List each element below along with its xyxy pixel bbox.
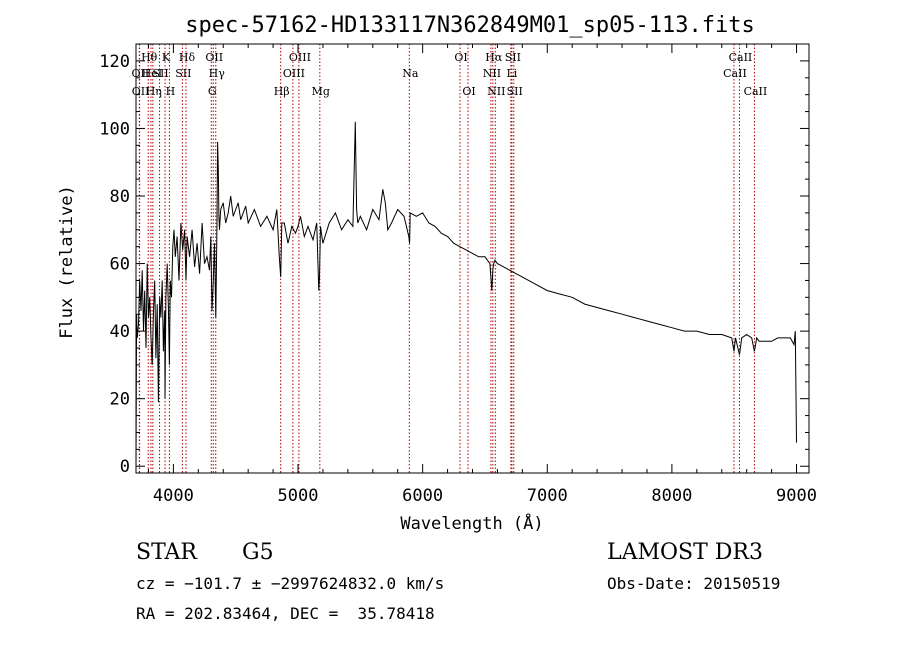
spectrum-line [135,121,797,467]
line-label: OII [205,51,223,64]
y-tick-label: 120 [99,52,130,72]
line-label: Mg [312,85,330,98]
line-label: Li [506,67,517,80]
line-label: CaII [723,67,747,80]
line-label: CaII [729,51,753,64]
line-label: Hα [485,51,503,64]
y-tick-label: 40 [110,322,130,342]
x-tick-label: 7000 [527,486,568,506]
line-label: K [162,51,171,64]
line-label: SII [152,67,168,80]
x-axis: 4000 5000 6000 7000 8000 9000 [147,44,817,506]
line-label: Hβ [274,85,290,98]
line-label: OIII [289,51,311,64]
line-label: Hγ [209,67,226,80]
x-tick-label: 5000 [278,486,319,506]
line-label: SII [175,67,191,80]
y-axis: 0 20 40 60 80 100 120 [99,52,809,477]
line-label: Hθ [141,51,158,64]
x-tick-label: 4000 [153,486,194,506]
line-label: NII [483,67,501,80]
line-label: Hη [146,85,162,98]
x-tick-label: 9000 [776,486,817,506]
line-label: OI [462,85,475,98]
line-label: SII [507,85,523,98]
object-type: STAR [136,540,197,565]
line-label: CaII [744,85,768,98]
line-label: OIII [283,67,305,80]
x-tick-label: 6000 [402,486,443,506]
line-label: H [166,85,176,98]
y-tick-label: 60 [110,255,130,275]
y-tick-label: 80 [110,187,130,207]
y-tick-label: 100 [99,119,130,139]
line-label: HeI [142,67,162,80]
line-label: OI [454,51,467,64]
y-tick-label: 0 [120,457,130,477]
line-labels: OIIOIIHθHeIHηSIIKHHδSIIGOIIHγHβOIIIOIIIM… [132,51,768,98]
plot-frame [135,43,810,474]
line-label: Na [402,67,419,80]
line-label: G [208,85,217,98]
line-label: NII [487,85,505,98]
obs-date: Obs-Date: 20150519 [607,574,781,593]
y-axis-label: Flux (relative) [57,185,77,339]
line-markers [138,44,755,473]
y-tick-label: 20 [110,390,130,410]
chart-title: spec-57162-HD133117N362849M01_sp05-113.f… [185,13,755,38]
subclass: G5 [242,540,274,565]
x-axis-label: Wavelength (Å) [400,512,543,534]
redshift-text: cz = −101.7 ± −2997624832.0 km/s [136,574,445,593]
x-tick-label: 8000 [651,486,692,506]
line-label: Hδ [179,51,196,64]
line-label: SII [505,51,521,64]
coordinates: RA = 202.83464, DEC = 35.78418 [136,604,435,623]
survey-release: LAMOST DR3 [607,540,763,565]
